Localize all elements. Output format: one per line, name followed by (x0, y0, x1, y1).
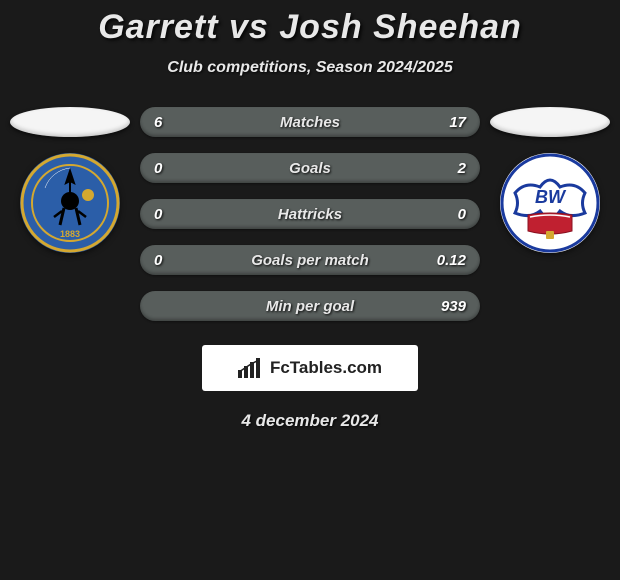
stat-bar-goals-per-match: 0 Goals per match 0.12 (140, 245, 480, 275)
stat-right-value: 0.12 (437, 252, 466, 269)
bolton-wanderers-badge: BW (500, 153, 600, 253)
stat-bars: 6 Matches 17 0 Goals 2 0 Hattricks 0 0 G… (140, 107, 480, 321)
stat-bar-hattricks: 0 Hattricks 0 (140, 199, 480, 229)
stat-label: Min per goal (266, 298, 354, 315)
svg-text:BW: BW (535, 187, 567, 207)
svg-text:1883: 1883 (60, 229, 80, 239)
stat-label: Matches (280, 114, 340, 131)
comparison-title: Garrett vs Josh Sheehan (0, 8, 620, 47)
left-flag-oval (10, 107, 130, 137)
stat-left-value: 0 (154, 252, 162, 269)
bar-chart-icon (238, 358, 264, 378)
comparison-date: 4 december 2024 (0, 411, 620, 431)
stat-bar-matches: 6 Matches 17 (140, 107, 480, 137)
stat-left-value: 6 (154, 114, 162, 131)
stat-left-value: 0 (154, 206, 162, 223)
stat-left-value: 0 (154, 160, 162, 177)
stat-right-value: 2 (458, 160, 466, 177)
stat-label: Goals per match (251, 252, 369, 269)
main-row: 1883 6 Matches 17 0 Goals 2 0 Hattricks … (0, 107, 620, 321)
left-player-side: 1883 (10, 107, 130, 253)
bristol-rovers-badge: 1883 (20, 153, 120, 253)
stat-right-value: 17 (449, 114, 466, 131)
stat-bar-goals: 0 Goals 2 (140, 153, 480, 183)
comparison-subtitle: Club competitions, Season 2024/2025 (0, 59, 620, 77)
right-player-side: BW (490, 107, 610, 253)
stat-right-value: 939 (441, 298, 466, 315)
bolton-badge-icon: BW (500, 153, 600, 253)
bristol-badge-icon: 1883 (20, 153, 120, 253)
right-flag-oval (490, 107, 610, 137)
stat-label: Goals (289, 160, 331, 177)
fctables-watermark: FcTables.com (202, 345, 418, 391)
stat-label: Hattricks (278, 206, 342, 223)
stat-bar-min-per-goal: Min per goal 939 (140, 291, 480, 321)
fctables-text: FcTables.com (270, 358, 382, 378)
stat-right-value: 0 (458, 206, 466, 223)
